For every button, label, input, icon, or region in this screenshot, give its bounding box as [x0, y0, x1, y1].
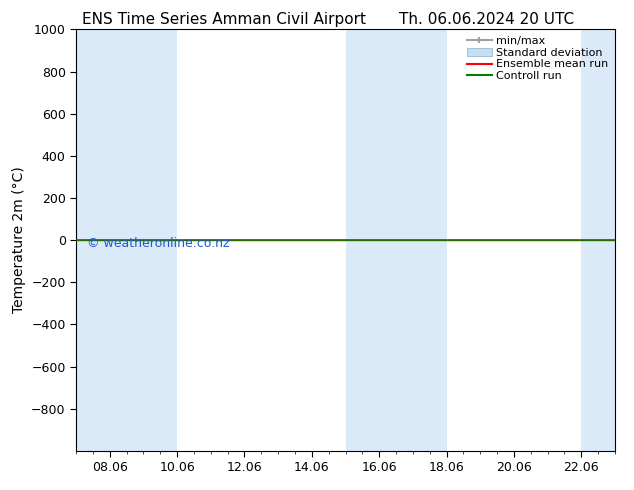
- Text: © weatheronline.co.nz: © weatheronline.co.nz: [87, 237, 230, 250]
- Bar: [379, 29, 446, 451]
- Bar: [346, 29, 379, 451]
- Text: Th. 06.06.2024 20 UTC: Th. 06.06.2024 20 UTC: [399, 12, 574, 27]
- Bar: [76, 29, 110, 451]
- Legend: min/max, Standard deviation, Ensemble mean run, Controll run: min/max, Standard deviation, Ensemble me…: [463, 32, 612, 86]
- Y-axis label: Temperature 2m (°C): Temperature 2m (°C): [11, 167, 25, 314]
- Text: ENS Time Series Amman Civil Airport: ENS Time Series Amman Civil Airport: [82, 12, 366, 27]
- Bar: [110, 29, 177, 451]
- Bar: [581, 29, 615, 451]
